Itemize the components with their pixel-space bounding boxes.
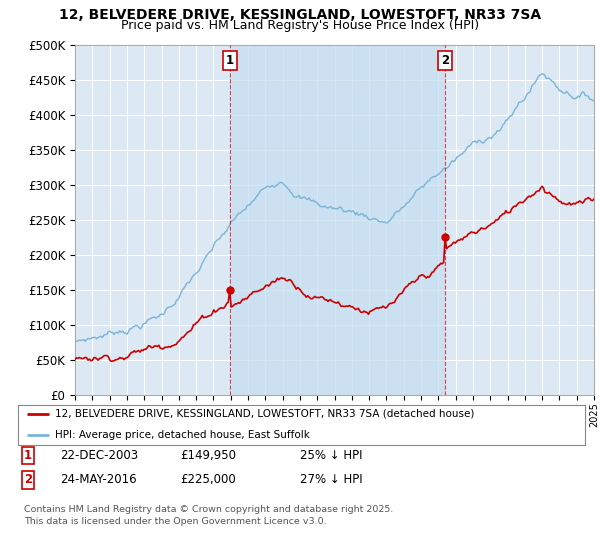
Text: 2: 2: [24, 473, 32, 486]
Text: HPI: Average price, detached house, East Suffolk: HPI: Average price, detached house, East…: [55, 430, 310, 440]
Text: £225,000: £225,000: [180, 473, 236, 486]
Text: 24-MAY-2016: 24-MAY-2016: [60, 473, 137, 486]
Text: 1: 1: [226, 54, 234, 67]
Text: 27% ↓ HPI: 27% ↓ HPI: [300, 473, 362, 486]
Text: 1: 1: [24, 449, 32, 462]
Text: Price paid vs. HM Land Registry's House Price Index (HPI): Price paid vs. HM Land Registry's House …: [121, 19, 479, 32]
Text: 12, BELVEDERE DRIVE, KESSINGLAND, LOWESTOFT, NR33 7SA (detached house): 12, BELVEDERE DRIVE, KESSINGLAND, LOWEST…: [55, 409, 474, 419]
Text: £149,950: £149,950: [180, 449, 236, 462]
Bar: [230, 45, 445, 395]
Text: 2: 2: [441, 54, 449, 67]
Text: 25% ↓ HPI: 25% ↓ HPI: [300, 449, 362, 462]
Text: 12, BELVEDERE DRIVE, KESSINGLAND, LOWESTOFT, NR33 7SA: 12, BELVEDERE DRIVE, KESSINGLAND, LOWEST…: [59, 8, 541, 22]
Text: Contains HM Land Registry data © Crown copyright and database right 2025.
This d: Contains HM Land Registry data © Crown c…: [24, 505, 394, 526]
Text: 22-DEC-2003: 22-DEC-2003: [60, 449, 138, 462]
